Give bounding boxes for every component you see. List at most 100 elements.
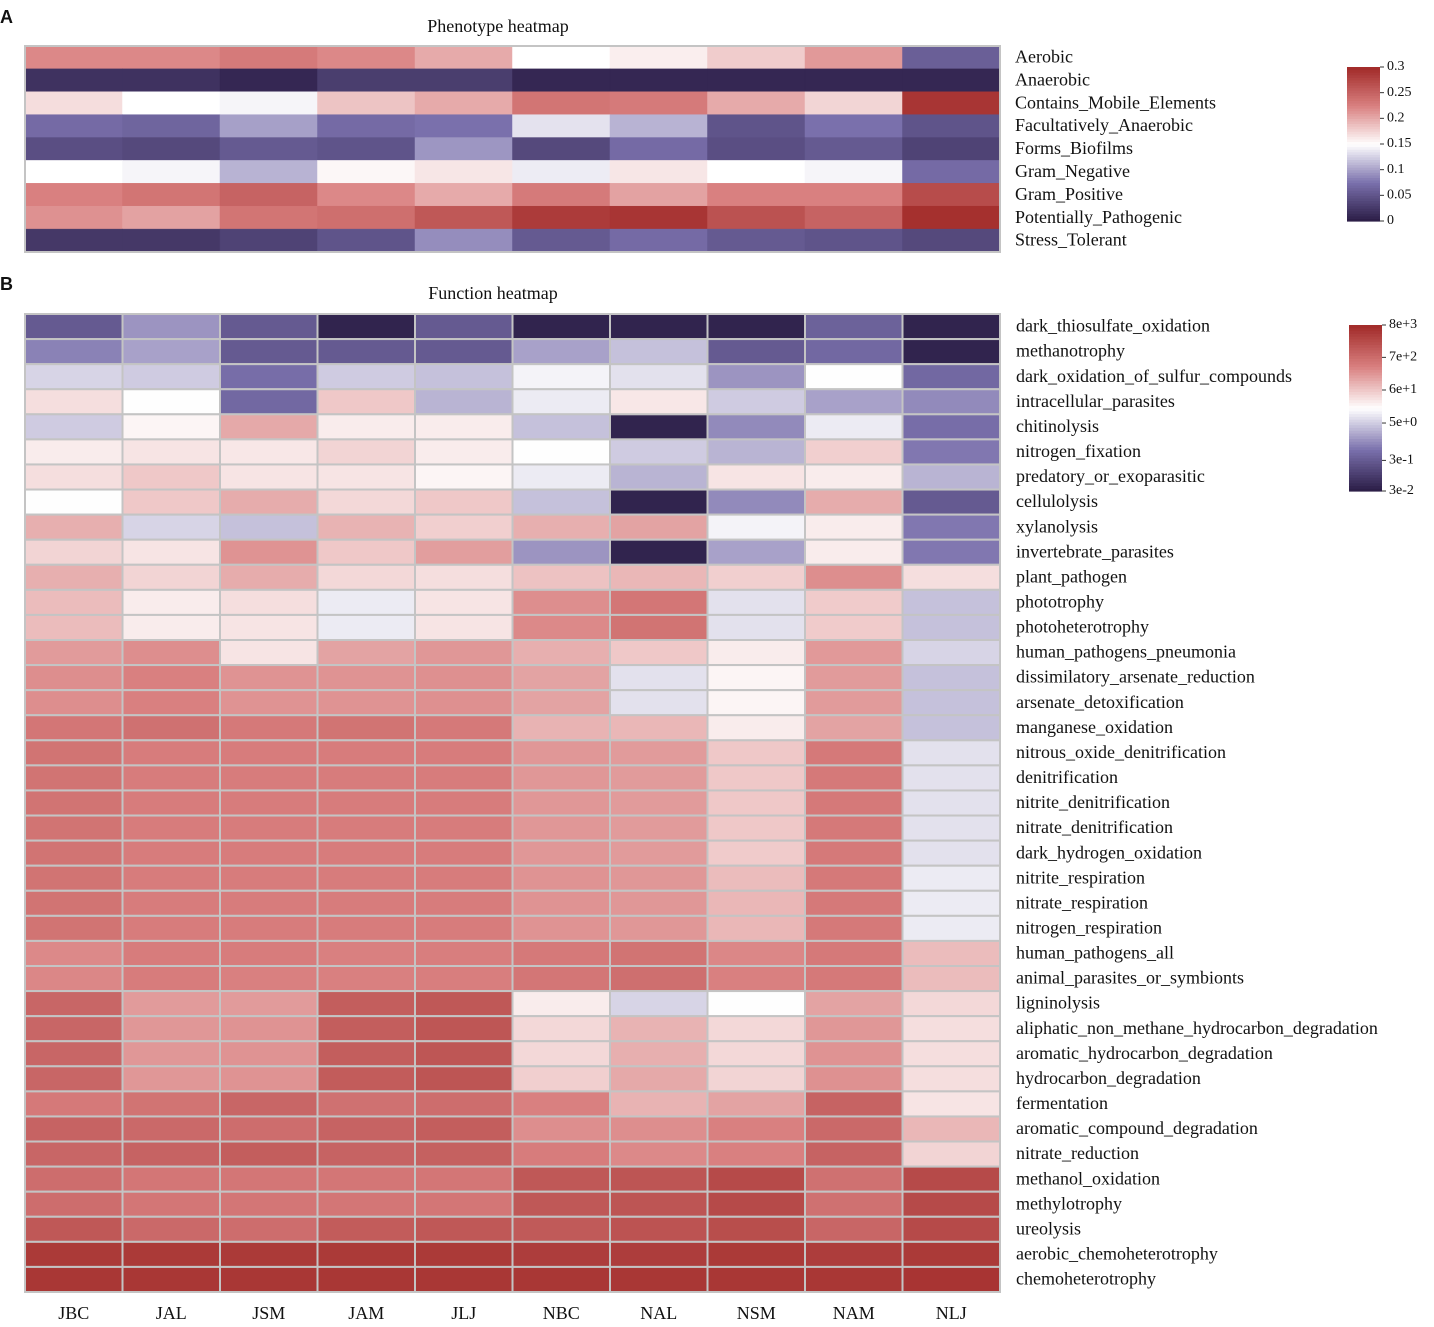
colorbar-step — [1349, 358, 1382, 362]
heatmap-border — [24, 313, 1001, 1293]
heatmap-cell — [121, 363, 221, 391]
heatmap-cell — [219, 45, 318, 70]
heatmap-cell — [316, 588, 416, 616]
colorbar-step — [1349, 488, 1382, 492]
heatmap-cell — [414, 1015, 514, 1043]
heatmap-cell — [219, 664, 319, 692]
row-label: photoheterotrophy — [1016, 617, 1149, 637]
heatmap-cell — [316, 1265, 416, 1294]
heatmap-cell — [512, 114, 611, 138]
heatmap-cell — [414, 1240, 514, 1268]
colorbar-step — [1349, 435, 1382, 440]
heatmap-cell — [901, 1090, 1001, 1118]
heatmap-cell — [414, 864, 514, 892]
colorbar-tick-label: 0.3 — [1387, 59, 1405, 74]
heatmap-cell — [24, 789, 124, 817]
colorbar-tick-label: 3e-2 — [1389, 483, 1414, 498]
heatmap-cell — [511, 889, 611, 917]
heatmap-cell — [24, 114, 123, 138]
heatmap-cell — [24, 488, 124, 516]
heatmap-cell — [804, 1240, 904, 1268]
heatmap-cell — [219, 137, 318, 161]
colorbar-step — [1349, 338, 1382, 343]
heatmap-cell — [902, 91, 1001, 115]
heatmap-cell — [609, 1165, 709, 1193]
colorbar-step — [1349, 424, 1382, 428]
heatmap-cell — [609, 1015, 709, 1043]
heatmap-cell — [24, 689, 124, 717]
heatmap-cell — [901, 413, 1001, 441]
heatmap-cell — [511, 1140, 611, 1168]
heatmap-cell — [24, 1015, 124, 1043]
heatmap-cell — [609, 513, 709, 541]
heatmap-cell — [707, 228, 806, 253]
heatmap-cell — [414, 990, 514, 1018]
heatmap-cell — [804, 438, 904, 466]
row-label: aromatic_hydrocarbon_degradation — [1016, 1043, 1273, 1063]
heatmap-cell — [122, 228, 221, 253]
heatmap-cell — [121, 764, 221, 792]
column-label: NAM — [833, 1303, 875, 1323]
colorbar-step — [1349, 474, 1382, 478]
colorbar-step — [1349, 455, 1382, 459]
heatmap-cell — [706, 1040, 806, 1068]
colorbar-step — [1347, 69, 1380, 73]
heatmap-cell — [609, 814, 709, 842]
heatmap-cell — [121, 1265, 221, 1294]
heatmap-cell — [317, 205, 416, 230]
heatmap-cell — [316, 864, 416, 892]
heatmap-cell — [414, 114, 513, 138]
heatmap-cell — [316, 538, 416, 566]
heatmap-cell — [804, 1190, 904, 1218]
colorbar-step — [1349, 360, 1382, 365]
heatmap-cell — [511, 338, 611, 366]
heatmap-cell — [219, 91, 318, 115]
heatmap-cell — [511, 939, 611, 968]
heatmap-cell — [414, 68, 513, 93]
heatmap-cell — [706, 363, 806, 391]
row-label: nitrate_respiration — [1016, 892, 1148, 912]
heatmap-cell — [24, 1115, 124, 1143]
heatmap-cell — [511, 814, 611, 842]
row-label: nitrite_denitrification — [1016, 792, 1170, 812]
heatmap-cell — [804, 363, 904, 391]
heatmap-cell — [609, 137, 708, 161]
heatmap-cell — [609, 1215, 709, 1243]
heatmap-cell — [24, 1090, 124, 1118]
column-label: NLJ — [936, 1303, 967, 1323]
heatmap-cell — [901, 739, 1001, 767]
heatmap-cell — [24, 588, 124, 616]
heatmap-cell — [121, 463, 221, 491]
colorbar-step — [1347, 67, 1380, 71]
heatmap-cell — [804, 639, 904, 667]
heatmap-cell — [511, 463, 611, 491]
heatmap-cell — [121, 588, 221, 616]
colorbar-step — [1347, 136, 1380, 140]
heatmap-cell — [511, 664, 611, 692]
row-label: predatory_or_exoparasitic — [1016, 466, 1205, 486]
heatmap-cell — [609, 613, 709, 642]
heatmap-cell — [804, 488, 904, 516]
heatmap-cell — [414, 664, 514, 692]
colorbar-tick-label: 5e+0 — [1389, 415, 1417, 430]
colorbar-step — [1349, 443, 1382, 448]
heatmap-cell — [316, 789, 416, 817]
heatmap-cell — [511, 1240, 611, 1268]
colorbar-step — [1349, 463, 1382, 467]
heatmap-cell — [414, 914, 514, 942]
heatmap-cell — [121, 1240, 221, 1268]
heatmap-cell — [219, 764, 319, 792]
heatmap-cell — [219, 939, 319, 968]
heatmap-cell — [804, 228, 903, 253]
colorbar-step — [1349, 457, 1382, 462]
colorbar-step — [1349, 466, 1382, 470]
heatmap-cell — [121, 538, 221, 566]
heatmap-cell — [706, 814, 806, 842]
heatmap-cell — [24, 939, 124, 968]
heatmap-cell — [414, 613, 514, 642]
colorbar-step — [1349, 430, 1382, 434]
colorbar-step — [1347, 192, 1380, 196]
colorbar-tick-label: 0 — [1387, 213, 1394, 228]
heatmap-cell — [414, 91, 513, 115]
colorbar-tick-label: 7e+2 — [1389, 350, 1417, 365]
